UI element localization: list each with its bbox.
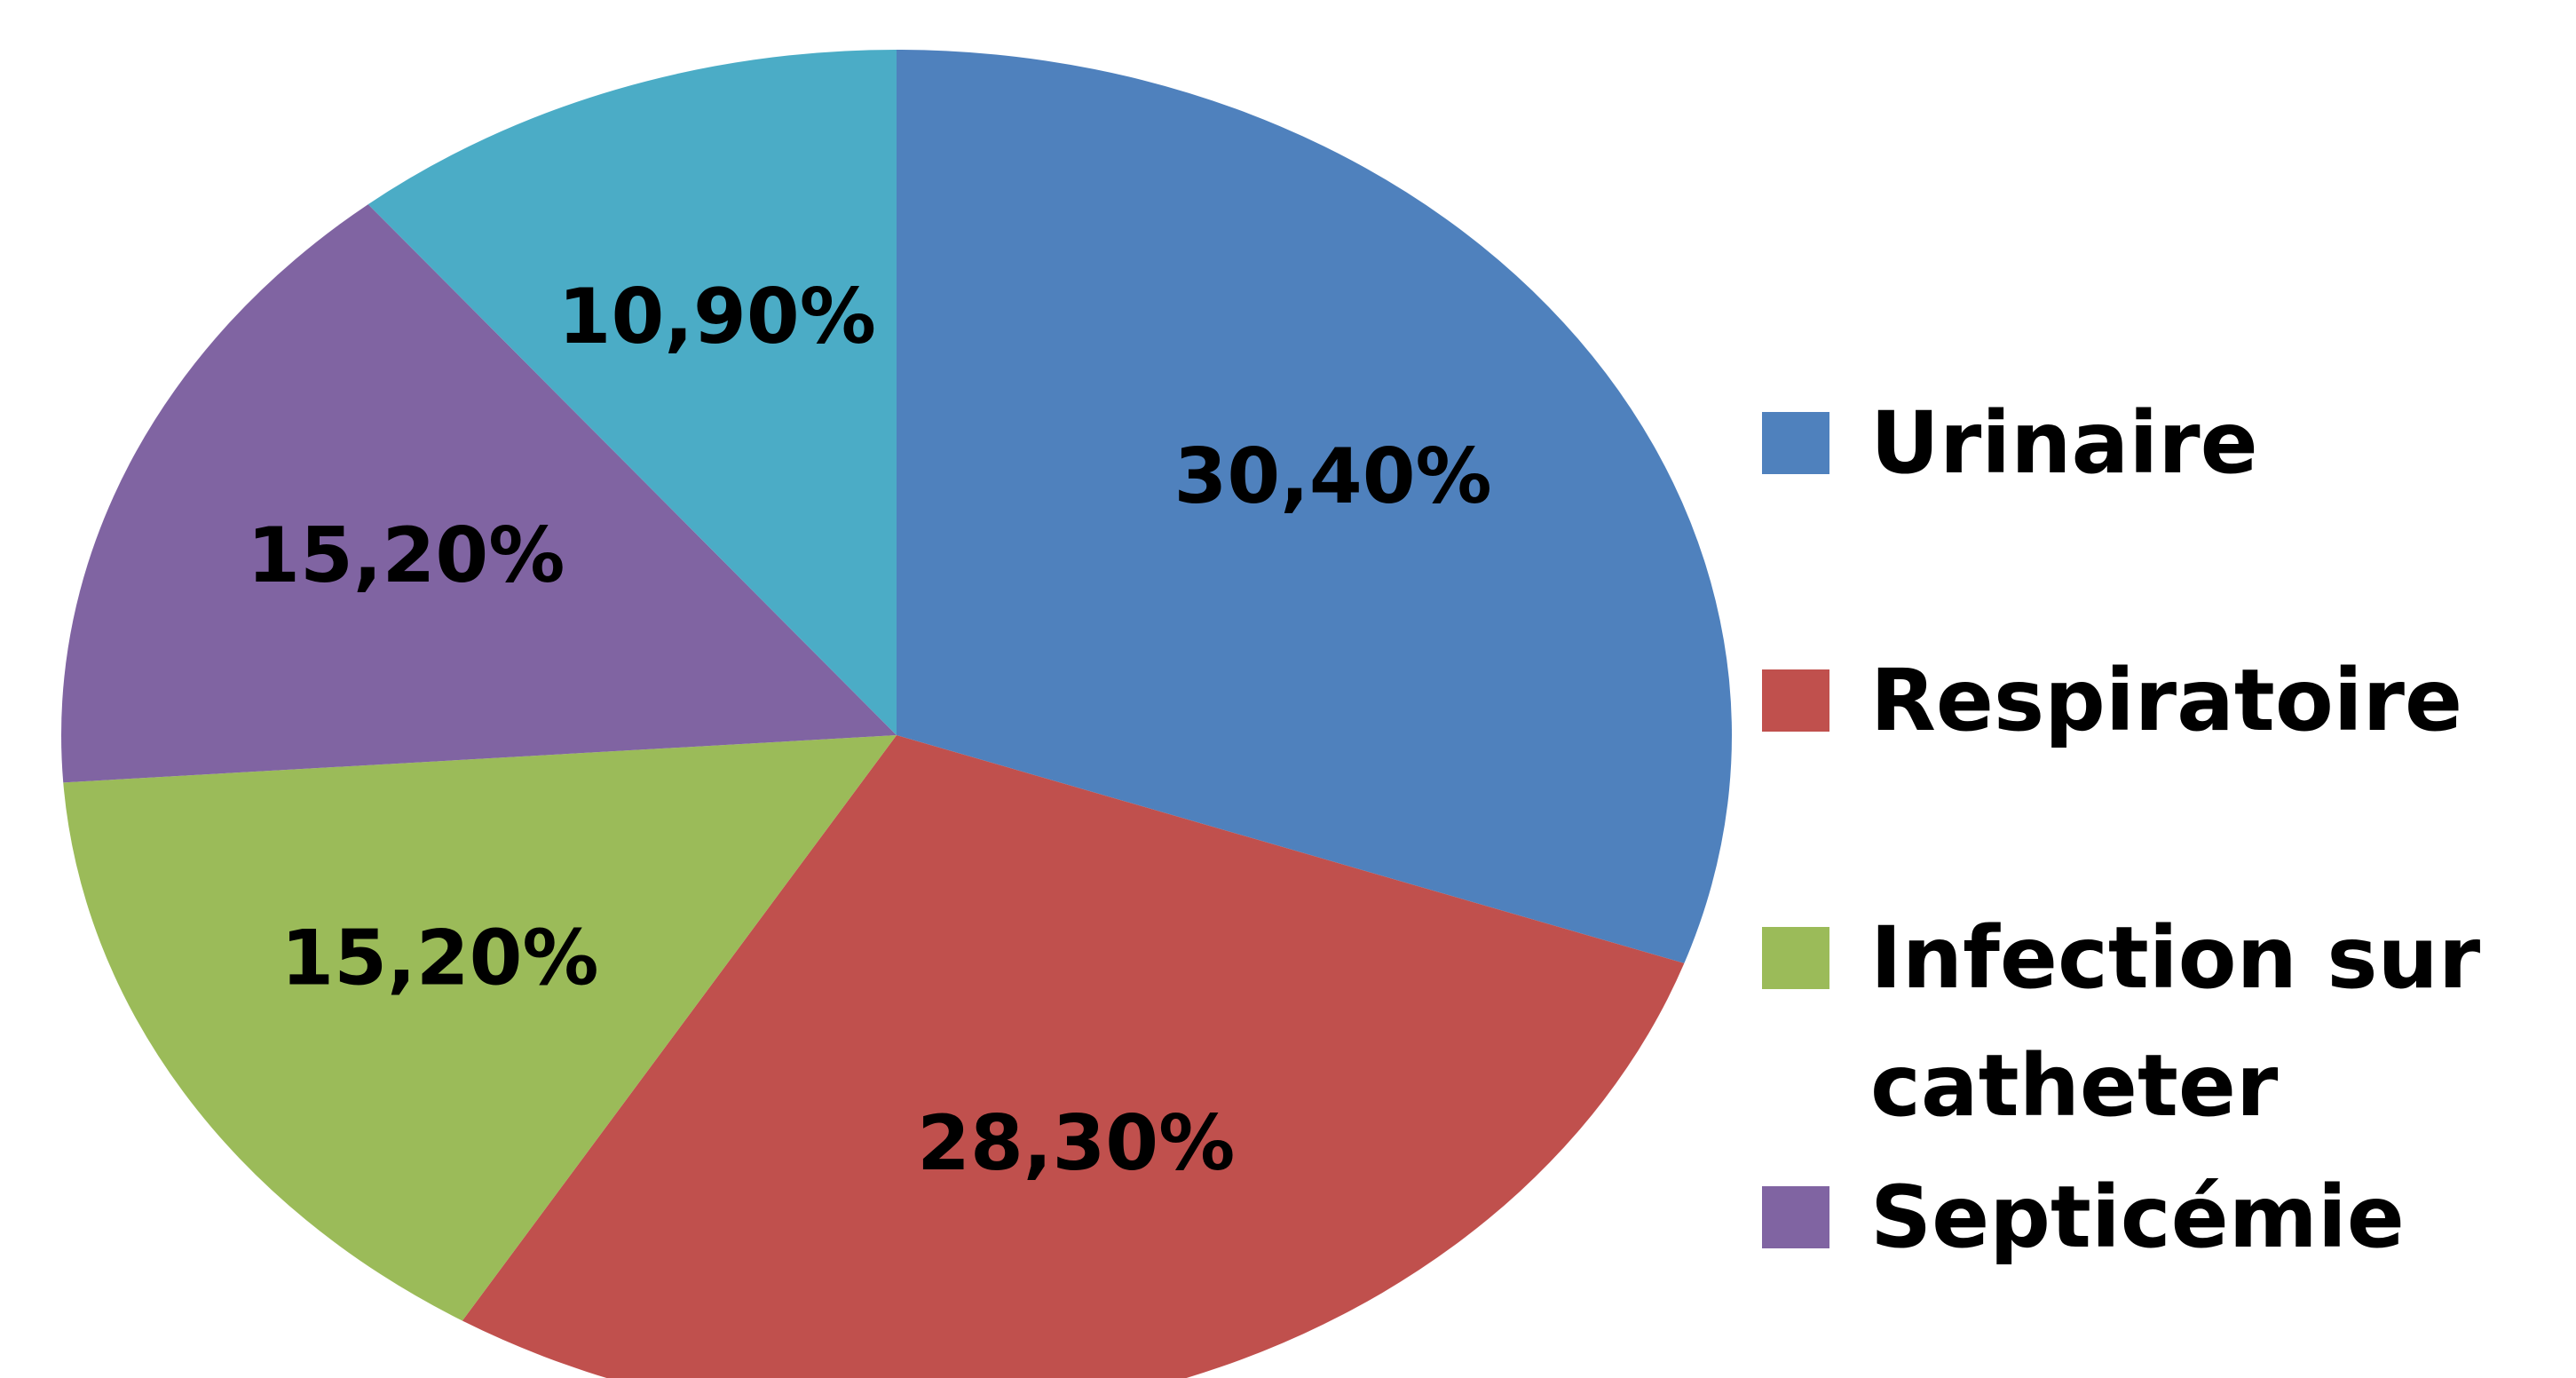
legend-swatch: [1762, 1186, 1829, 1248]
legend-item: Infection sur catheter: [1762, 894, 2545, 1150]
legend-label: Urinaire: [1870, 393, 2258, 493]
pie-slice: [63, 735, 897, 1321]
pie-slice: [367, 50, 897, 735]
data-label: 15,20%: [281, 914, 598, 1002]
legend-item: Respiratoire: [1762, 637, 2545, 764]
data-label: 28,30%: [917, 1099, 1235, 1188]
legend-swatch: [1762, 669, 1829, 732]
data-label: 15,20%: [247, 511, 565, 600]
data-label: 30,40%: [1174, 432, 1492, 521]
legend-item: Septicémie: [1762, 1153, 2545, 1281]
data-label: 10,90%: [558, 273, 876, 361]
pie-slice: [61, 204, 897, 783]
pie-slice: [897, 50, 1733, 963]
legend-label: Septicémie: [1870, 1168, 2405, 1267]
legend-label: Infection sur catheter: [1870, 908, 2481, 1136]
legend-swatch: [1762, 412, 1829, 474]
legend-label: Respiratoire: [1870, 651, 2463, 750]
legend-item: Urinaire: [1762, 379, 2545, 507]
pie-slice: [462, 735, 1685, 1378]
legend-swatch: [1762, 927, 1829, 989]
